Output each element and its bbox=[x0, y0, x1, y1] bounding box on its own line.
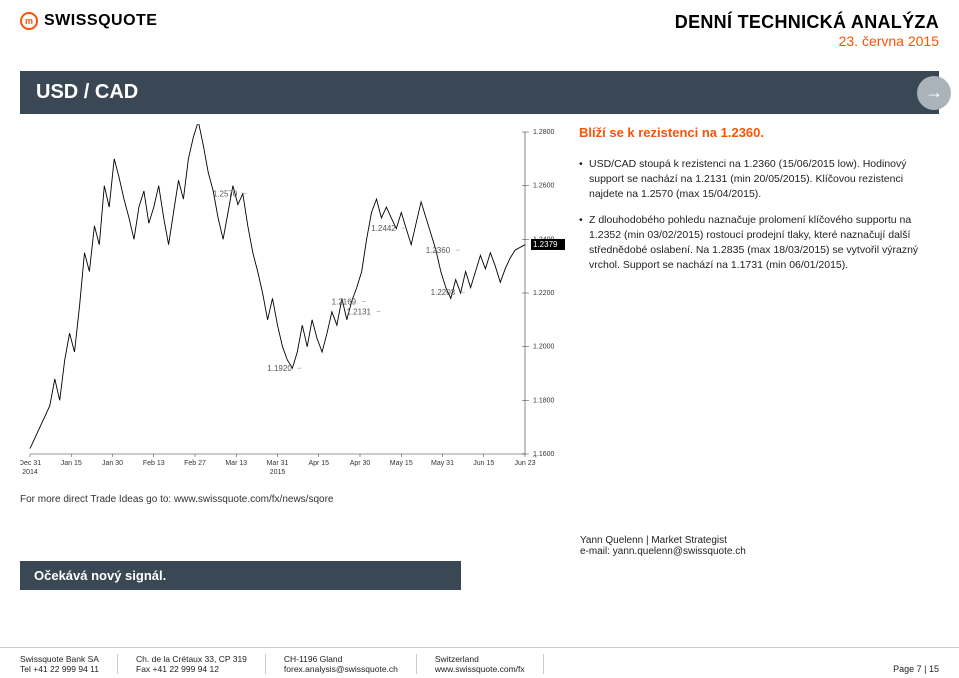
svg-text:Dec 31: Dec 31 bbox=[20, 460, 41, 467]
footer-tel: Tel +41 22 999 94 11 bbox=[20, 664, 99, 674]
footer-city: CH-1196 Gland bbox=[284, 654, 398, 664]
svg-text:2014: 2014 bbox=[22, 469, 38, 476]
page-footer: Swissquote Bank SA Tel +41 22 999 94 11 … bbox=[0, 647, 959, 678]
svg-text:→: → bbox=[531, 453, 538, 460]
trade-ideas-link[interactable]: For more direct Trade Ideas go to: www.s… bbox=[20, 494, 959, 505]
pair-bar: USD / CAD → bbox=[20, 71, 939, 114]
svg-text:1.1920: 1.1920 bbox=[267, 364, 292, 373]
analyst-email: e-mail: yann.quelenn@swissquote.ch bbox=[580, 546, 939, 557]
svg-text:1.2379: 1.2379 bbox=[533, 240, 558, 249]
page-date: 23. června 2015 bbox=[675, 33, 939, 49]
svg-text:2015: 2015 bbox=[270, 469, 286, 476]
page-number: Page 7 | 15 bbox=[893, 664, 939, 674]
signal-bar: Očekává nový signál. bbox=[20, 561, 461, 590]
footer-address: Ch. de la Crétaux 33, CP 319 bbox=[136, 654, 247, 664]
svg-text:Feb 13: Feb 13 bbox=[143, 460, 165, 467]
arrow-icon[interactable]: → bbox=[917, 76, 951, 110]
headline-text: Blíží se k rezistenci na 1.2360. bbox=[579, 124, 939, 143]
footer-url[interactable]: www.swissquote.com/fx bbox=[435, 664, 525, 674]
svg-text:1.2360: 1.2360 bbox=[426, 246, 451, 255]
svg-text:Apr 30: Apr 30 bbox=[350, 460, 371, 467]
price-chart: 1.16001.18001.20001.22001.24001.26001.28… bbox=[20, 124, 565, 486]
footer-country: Switzerland bbox=[435, 654, 525, 664]
svg-text:1.1800: 1.1800 bbox=[533, 397, 555, 404]
svg-text:Mar 31: Mar 31 bbox=[267, 460, 289, 467]
svg-text:Jun 23: Jun 23 bbox=[514, 460, 535, 467]
svg-text:Mar 13: Mar 13 bbox=[225, 460, 247, 467]
svg-text:Jun 15: Jun 15 bbox=[473, 460, 494, 467]
pair-label: USD / CAD bbox=[36, 81, 138, 103]
svg-text:May 31: May 31 bbox=[431, 460, 454, 467]
svg-text:May 15: May 15 bbox=[390, 460, 413, 467]
svg-text:1.2203: 1.2203 bbox=[431, 288, 456, 297]
footer-company: Swissquote Bank SA bbox=[20, 654, 99, 664]
svg-text:Jan 15: Jan 15 bbox=[61, 460, 82, 467]
svg-text:1.2169: 1.2169 bbox=[332, 297, 357, 306]
svg-text:1.2600: 1.2600 bbox=[533, 183, 555, 190]
svg-text:1.2200: 1.2200 bbox=[533, 290, 555, 297]
svg-text:1.2000: 1.2000 bbox=[533, 344, 555, 351]
svg-text:1.2800: 1.2800 bbox=[533, 129, 555, 136]
footer-fax: Fax +41 22 999 94 12 bbox=[136, 664, 247, 674]
svg-text:Feb 27: Feb 27 bbox=[184, 460, 206, 467]
svg-text:1.2442: 1.2442 bbox=[371, 224, 396, 233]
svg-text:Jan 30: Jan 30 bbox=[102, 460, 123, 467]
svg-text:Apr 15: Apr 15 bbox=[308, 460, 329, 467]
brand-logo: m SWISSQUOTE bbox=[20, 12, 157, 30]
svg-text:1.2570: 1.2570 bbox=[213, 190, 238, 199]
analyst-name: Yann Quelenn | Market Strategist bbox=[580, 535, 939, 546]
bullet-1: USD/CAD stoupá k rezistenci na 1.2360 (1… bbox=[579, 157, 939, 203]
page-title: DENNÍ TECHNICKÁ ANALÝZA bbox=[675, 12, 939, 33]
brand-name: SWISSQUOTE bbox=[44, 12, 157, 30]
svg-text:1.2131: 1.2131 bbox=[347, 308, 372, 317]
brand-icon: m bbox=[20, 12, 38, 30]
footer-email: forex.analysis@swissquote.ch bbox=[284, 664, 398, 674]
bullet-2: Z dlouhodobého pohledu naznačuje prolome… bbox=[579, 213, 939, 274]
